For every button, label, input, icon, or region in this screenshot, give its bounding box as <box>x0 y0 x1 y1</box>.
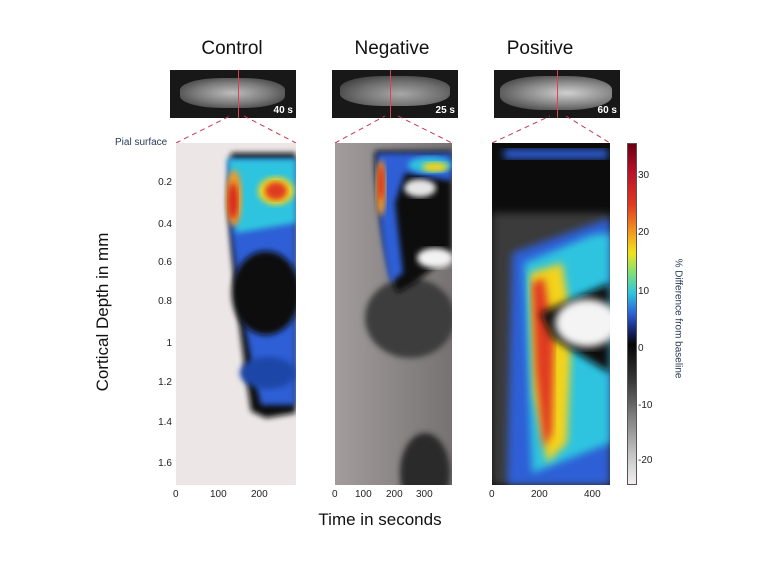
thumbnail-time-label: 60 s <box>597 105 617 116</box>
y-tick: 0.4 <box>158 219 172 230</box>
thumbnail-control: 40 s <box>170 70 296 118</box>
colorbar-tick: -20 <box>638 455 653 466</box>
panel-title-control: Control <box>201 38 263 59</box>
x-tick: 200 <box>386 489 403 500</box>
y-tick: 1 <box>166 338 172 349</box>
y-tick: 1.6 <box>158 458 172 469</box>
y-axis-label: Cortical Depth in mm <box>93 232 112 392</box>
y-tick: 0.6 <box>158 257 172 268</box>
colorbar-tick: 0 <box>638 343 644 354</box>
heatmap-positive <box>492 143 610 485</box>
pial-surface-label: Pial surface <box>115 137 168 148</box>
x-tick: 0 <box>173 489 179 500</box>
panel-title-positive: Positive <box>506 38 574 59</box>
x-tick: 100 <box>210 489 227 500</box>
colorbar-tick: 10 <box>638 286 650 297</box>
x-axis-label: Time in seconds <box>318 510 442 529</box>
x-tick: 100 <box>355 489 372 500</box>
x-tick: 200 <box>251 489 268 500</box>
slice-line <box>557 70 558 118</box>
colorbar-tick: 20 <box>638 227 650 238</box>
colorbar-tick: 30 <box>638 170 650 181</box>
y-tick: 1.2 <box>158 377 172 388</box>
x-tick: 0 <box>489 489 495 500</box>
thumbnail-time-label: 40 s <box>273 105 293 116</box>
panel-title-negative: Negative <box>354 38 430 59</box>
colorbar <box>627 143 637 485</box>
x-tick: 300 <box>416 489 433 500</box>
x-tick: 200 <box>531 489 548 500</box>
y-tick: 1.4 <box>158 417 172 428</box>
slice-line <box>390 70 391 118</box>
y-tick: 0.2 <box>158 177 172 188</box>
heatmap-control <box>176 143 296 485</box>
slice-line <box>238 70 239 118</box>
colorbar-label: % Difference from baseline <box>672 258 684 379</box>
thumbnail-negative: 25 s <box>332 70 458 118</box>
thumbnail-time-label: 25 s <box>435 105 455 116</box>
x-tick: 0 <box>332 489 338 500</box>
colorbar-tick: -10 <box>638 400 653 411</box>
x-tick: 400 <box>584 489 601 500</box>
y-tick: 0.8 <box>158 296 172 307</box>
heatmap-negative <box>335 143 452 485</box>
thumbnail-positive: 60 s <box>494 70 620 118</box>
